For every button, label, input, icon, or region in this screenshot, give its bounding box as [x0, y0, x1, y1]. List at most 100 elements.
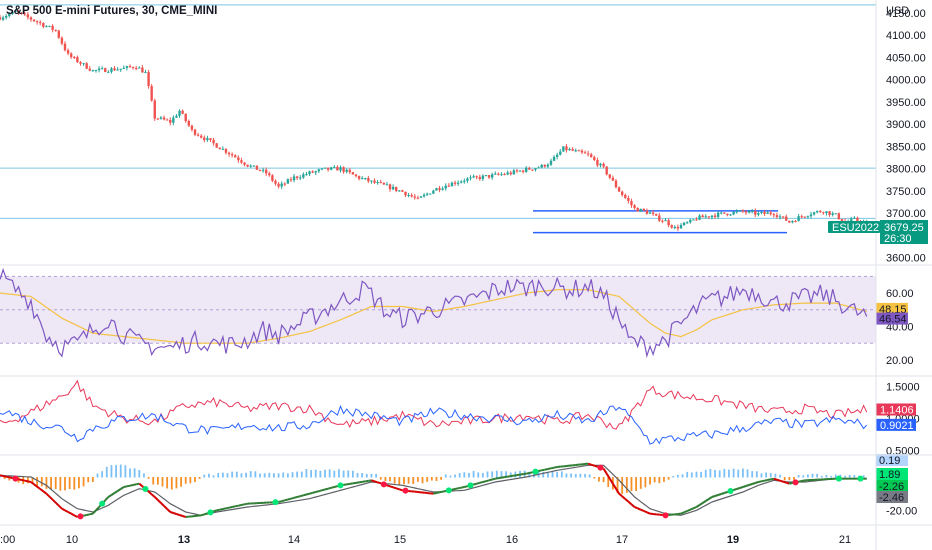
candle-body — [475, 176, 478, 178]
candle-body — [484, 175, 488, 177]
ratio-blue-line[interactable] — [0, 404, 868, 445]
price-panel[interactable] — [0, 9, 868, 234]
candle-body — [209, 138, 212, 140]
macd-line-segment — [392, 486, 397, 490]
macd-histogram-bar — [695, 471, 698, 478]
macd-line-segment — [9, 476, 13, 479]
candle-body — [17, 11, 20, 13]
candle-body — [667, 220, 670, 226]
macd-histogram-bar — [728, 469, 730, 478]
candle-body — [438, 188, 441, 190]
candle-body — [794, 221, 797, 223]
candle-body — [131, 67, 135, 69]
macd-line-segment — [618, 492, 623, 498]
macd-histogram-bar — [630, 477, 633, 492]
candle-body — [577, 150, 581, 152]
macd-line-segment — [296, 495, 301, 498]
rsi-line[interactable] — [0, 267, 868, 359]
macd-line-segment — [457, 486, 462, 490]
macd-histogram-bar — [161, 477, 164, 487]
candle-body — [107, 71, 110, 73]
macd-line-segment — [761, 479, 765, 483]
candle-body — [212, 139, 215, 144]
macd-line-segment — [785, 481, 790, 485]
candle-body — [763, 212, 766, 214]
candle-body — [531, 169, 534, 171]
macd-line-segment — [278, 500, 282, 503]
macd-histogram-bar — [347, 470, 350, 478]
macd-line-segment — [244, 502, 248, 506]
candle-body — [747, 211, 751, 213]
ratio-panel[interactable] — [0, 379, 868, 445]
macd-line-segment — [36, 485, 41, 490]
macd-value-badge — [876, 480, 908, 492]
macd-line-segment — [371, 479, 375, 483]
macd-line-segment — [179, 514, 183, 517]
macd-line-segment — [751, 482, 756, 485]
macd-histogram-bar — [774, 473, 777, 478]
candle-body — [116, 69, 119, 71]
time-axis-tick: 16 — [506, 534, 518, 546]
candle-body — [317, 169, 321, 172]
candle-body — [685, 222, 689, 224]
macd-line-segment — [386, 484, 391, 488]
candle-body — [707, 216, 711, 218]
macd-value-badge — [876, 491, 908, 503]
macd-histogram-bar — [115, 465, 117, 478]
candle-body — [76, 57, 79, 63]
macd-line-segment — [30, 481, 35, 486]
macd-histogram-bar — [542, 471, 545, 478]
ratio-value-text: 0.9021 — [880, 420, 914, 432]
candle-body — [45, 26, 48, 28]
candle-body — [729, 214, 732, 216]
candle-body — [670, 225, 673, 228]
symbol-price-badge[interactable]: ESU2022 3679.25 26:30 — [828, 220, 928, 245]
macd-line-segment — [231, 505, 236, 508]
candle-body — [388, 184, 392, 190]
candle-body — [91, 70, 95, 72]
macd-line-segment — [55, 501, 60, 507]
candle-body — [162, 117, 166, 120]
macd-histogram-bar — [26, 477, 29, 484]
candle-body — [642, 208, 646, 211]
candle-body — [540, 164, 543, 168]
macd-histogram-bar — [556, 471, 559, 478]
macd-histogram-bar — [389, 477, 391, 482]
macd-cross-dot — [445, 487, 452, 494]
candle-body — [608, 174, 611, 178]
macd-histogram-bar — [170, 477, 173, 490]
candle-body — [552, 156, 556, 161]
rsi-panel[interactable] — [0, 267, 876, 359]
time-axis-tick: 19 — [727, 534, 739, 546]
macd-histogram-bar — [672, 476, 675, 478]
macd-line-segment — [225, 506, 230, 510]
macd-line-segment — [147, 490, 153, 496]
candle-body — [79, 62, 82, 64]
candle-body — [441, 188, 444, 190]
macd-line-segment — [605, 473, 611, 480]
macd-histogram-bar — [351, 470, 354, 478]
macd-histogram-bar — [737, 469, 740, 478]
macd-histogram-bar — [143, 473, 145, 478]
macd-panel[interactable] — [0, 462, 867, 520]
candle-body — [227, 152, 231, 155]
candle-body — [20, 12, 23, 14]
candle-body — [200, 135, 203, 138]
candle-body — [252, 165, 256, 167]
horizontal-level-lines[interactable] — [0, 4, 876, 219]
macd-line-segment — [169, 511, 174, 514]
macd-line-segment — [789, 482, 793, 485]
ratio-red-line[interactable] — [0, 379, 868, 430]
candle-body — [23, 13, 26, 15]
candle-body — [69, 53, 73, 58]
candle-body — [822, 212, 825, 214]
candle-body — [246, 164, 249, 167]
macd-axis-tick: -20.00 — [886, 505, 917, 517]
rsi-ma-line[interactable] — [0, 289, 867, 344]
macd-line-segment — [306, 492, 310, 496]
macd-histogram-bar — [588, 474, 591, 478]
macd-histogram-bar — [755, 471, 758, 478]
macd-histogram-bar — [649, 477, 651, 485]
candle-body — [345, 169, 348, 172]
